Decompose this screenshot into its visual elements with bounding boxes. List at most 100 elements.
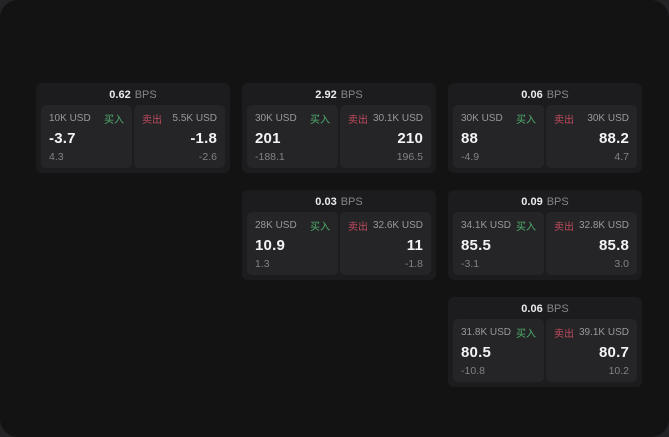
quote-panels: 28K USD 买入 10.9 1.3 卖出 32.6K USD 11 -1.8 [247, 212, 431, 275]
sell-label: 卖出 [142, 115, 162, 126]
quote-card: 0.06 BPS 31.8K USD 买入 80.5 -10.8 卖出 39.1… [448, 297, 642, 387]
sell-amount: 30K USD [587, 113, 629, 124]
quote-card: 2.92 BPS 30K USD 买入 201 -188.1 卖出 30.1K … [242, 83, 436, 173]
sell-label: 卖出 [554, 222, 574, 233]
buy-amount: 34.1K USD [461, 220, 512, 231]
buy-label: 买入 [104, 115, 124, 126]
buy-change: -4.9 [461, 151, 480, 163]
buy-price: 88 [461, 130, 479, 147]
spread-unit: BPS [134, 89, 157, 101]
buy-price: 10.9 [255, 237, 285, 254]
sell-price: 11 [406, 237, 423, 254]
sell-change: 10.2 [608, 365, 629, 377]
sell-panel[interactable]: 卖出 30K USD 88.2 4.7 [546, 105, 637, 168]
buy-amount: 30K USD [255, 113, 297, 124]
sell-panel[interactable]: 卖出 32.6K USD 11 -1.8 [340, 212, 431, 275]
sell-amount: 5.5K USD [172, 113, 217, 124]
buy-price: -3.7 [49, 130, 76, 147]
buy-panel[interactable]: 31.8K USD 买入 80.5 -10.8 [453, 319, 544, 382]
sell-label: 卖出 [348, 222, 368, 233]
spread-header: 0.62 BPS [41, 86, 225, 104]
buy-panel[interactable]: 10K USD 买入 -3.7 4.3 [41, 105, 132, 168]
quote-panels: 10K USD 买入 -3.7 4.3 卖出 5.5K USD -1.8 -2.… [41, 105, 225, 168]
spread-value: 2.92 [315, 89, 337, 101]
buy-panel[interactable]: 30K USD 买入 201 -188.1 [247, 105, 338, 168]
spread-header: 0.06 BPS [453, 300, 637, 318]
spread-header: 0.06 BPS [453, 86, 637, 104]
buy-change: -10.8 [461, 365, 485, 377]
sell-amount: 39.1K USD [578, 327, 629, 338]
sell-amount: 32.8K USD [578, 220, 629, 231]
spread-unit: BPS [340, 196, 363, 208]
buy-change: -188.1 [255, 151, 285, 163]
sell-change: 4.7 [614, 151, 629, 163]
spread-value: 0.09 [521, 196, 543, 208]
sell-change: 196.5 [396, 151, 423, 163]
quote-card: 0.09 BPS 34.1K USD 买入 85.5 -3.1 卖出 32.8K… [448, 190, 642, 280]
quote-card: 0.62 BPS 10K USD 买入 -3.7 4.3 卖出 5.5K USD… [36, 83, 230, 173]
buy-amount: 10K USD [49, 113, 91, 124]
buy-panel[interactable]: 34.1K USD 买入 85.5 -3.1 [453, 212, 544, 275]
buy-panel-header: 10K USD 买入 [49, 111, 124, 126]
buy-price: 85.5 [461, 237, 491, 254]
quote-panels: 30K USD 买入 88 -4.9 卖出 30K USD 88.2 4.7 [453, 105, 637, 168]
buy-change: 1.3 [255, 258, 270, 270]
spread-value: 0.03 [315, 196, 337, 208]
quote-card: 0.06 BPS 30K USD 买入 88 -4.9 卖出 30K USD 8… [448, 83, 642, 173]
sell-price: -1.8 [190, 130, 217, 147]
buy-panel-header: 28K USD 买入 [255, 218, 330, 233]
buy-label: 买入 [516, 222, 536, 233]
quote-grid: 0.62 BPS 10K USD 买入 -3.7 4.3 卖出 5.5K USD… [36, 83, 642, 387]
sell-change: 3.0 [614, 258, 629, 270]
sell-panel-header: 卖出 30K USD [554, 111, 629, 126]
buy-amount: 30K USD [461, 113, 503, 124]
buy-change: -3.1 [461, 258, 480, 270]
spread-unit: BPS [546, 196, 569, 208]
buy-change: 4.3 [49, 151, 64, 163]
spread-value: 0.06 [521, 303, 543, 315]
buy-label: 买入 [516, 329, 536, 340]
spread-unit: BPS [340, 89, 363, 101]
sell-panel-header: 卖出 5.5K USD [142, 111, 217, 126]
spread-value: 0.06 [521, 89, 543, 101]
buy-panel-header: 30K USD 买入 [255, 111, 330, 126]
sell-label: 卖出 [554, 115, 574, 126]
sell-panel[interactable]: 卖出 32.8K USD 85.8 3.0 [546, 212, 637, 275]
quote-panels: 30K USD 买入 201 -188.1 卖出 30.1K USD 210 1… [247, 105, 431, 168]
sell-panel[interactable]: 卖出 39.1K USD 80.7 10.2 [546, 319, 637, 382]
buy-amount: 31.8K USD [461, 327, 512, 338]
spread-header: 2.92 BPS [247, 86, 431, 104]
buy-panel[interactable]: 30K USD 买入 88 -4.9 [453, 105, 544, 168]
spread-unit: BPS [546, 89, 569, 101]
spread-unit: BPS [546, 303, 569, 315]
buy-label: 买入 [516, 115, 536, 126]
sell-panel-header: 卖出 30.1K USD [348, 111, 423, 126]
sell-panel-header: 卖出 32.6K USD [348, 218, 423, 233]
sell-panel-header: 卖出 39.1K USD [554, 325, 629, 340]
buy-panel-header: 34.1K USD 买入 [461, 218, 536, 233]
sell-amount: 32.6K USD [372, 220, 423, 231]
sell-panel-header: 卖出 32.8K USD [554, 218, 629, 233]
quote-panels: 31.8K USD 买入 80.5 -10.8 卖出 39.1K USD 80.… [453, 319, 637, 382]
sell-label: 卖出 [348, 115, 368, 126]
spread-value: 0.62 [109, 89, 131, 101]
sell-panel[interactable]: 卖出 5.5K USD -1.8 -2.6 [134, 105, 225, 168]
sell-label: 卖出 [554, 329, 574, 340]
sell-amount: 30.1K USD [372, 113, 423, 124]
buy-label: 买入 [310, 222, 330, 233]
buy-panel-header: 30K USD 买入 [461, 111, 536, 126]
buy-label: 买入 [310, 115, 330, 126]
buy-price: 80.5 [461, 344, 491, 361]
spread-header: 0.09 BPS [453, 193, 637, 211]
buy-amount: 28K USD [255, 220, 297, 231]
buy-price: 201 [255, 130, 281, 147]
sell-panel[interactable]: 卖出 30.1K USD 210 196.5 [340, 105, 431, 168]
sell-change: -2.6 [198, 151, 217, 163]
sell-change: -1.8 [404, 258, 423, 270]
spread-header: 0.03 BPS [247, 193, 431, 211]
quote-card: 0.03 BPS 28K USD 买入 10.9 1.3 卖出 32.6K US… [242, 190, 436, 280]
buy-panel[interactable]: 28K USD 买入 10.9 1.3 [247, 212, 338, 275]
sell-price: 80.7 [599, 344, 629, 361]
sell-price: 85.8 [599, 237, 629, 254]
buy-panel-header: 31.8K USD 买入 [461, 325, 536, 340]
